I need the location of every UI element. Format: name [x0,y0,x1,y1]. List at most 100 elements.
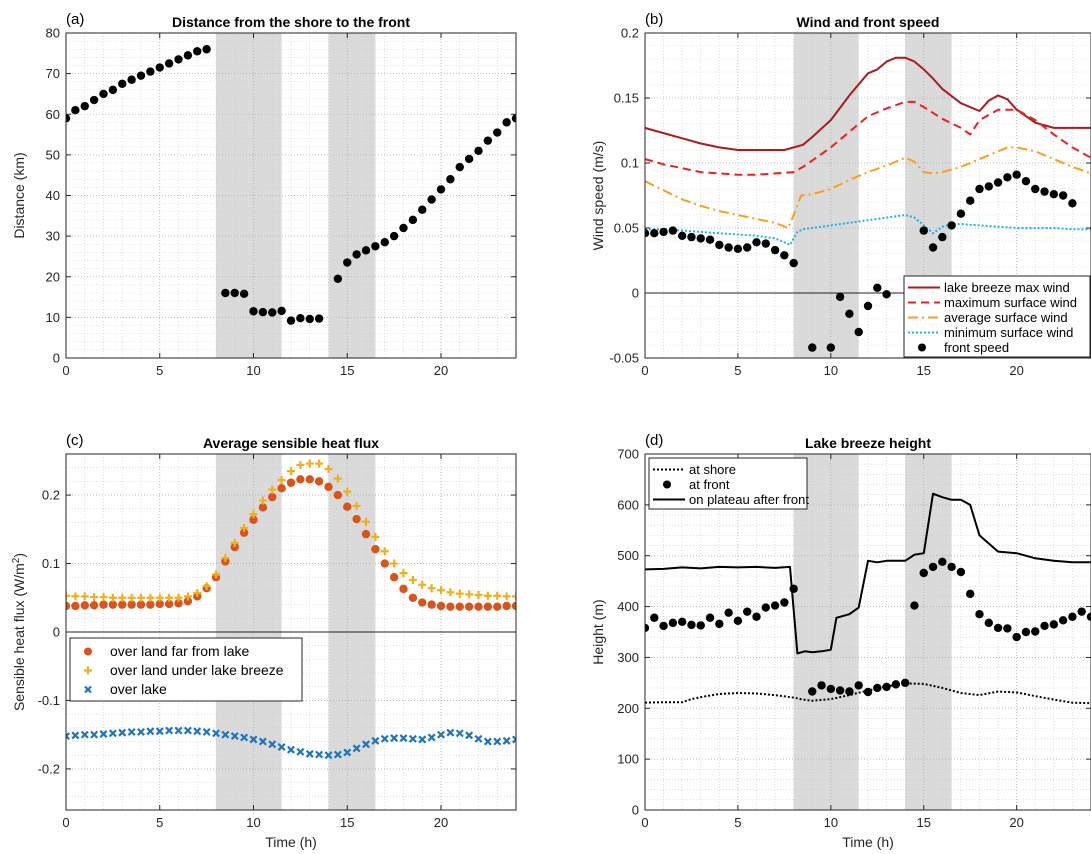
series-0-point [108,600,118,609]
series-2-point [512,735,516,744]
series-0-point [268,308,277,317]
y-tick-label: 0 [632,803,639,818]
series-4-point [645,229,650,238]
shaded-band [793,454,859,810]
series-4-point [705,235,715,244]
series-1-point [1021,627,1031,637]
series-1-point [705,613,715,622]
series-0-point [89,601,99,610]
y-tick-label: 0.2 [621,26,639,41]
series-0-point [333,490,343,500]
series-0-point [436,601,446,611]
series-2-point [66,732,70,741]
series-0-point [80,101,89,111]
series-0-point [286,478,296,487]
series-2-line [645,492,1091,655]
y-axis-label-part: Sensible heat flux (W/m [11,563,27,711]
series-0-point [324,482,333,492]
series-1-point [399,569,408,578]
series-2-point [483,737,492,746]
legend-label: over land far from lake [110,643,249,659]
series-0-point [474,146,483,156]
series-0-point [455,602,464,611]
series-1-point [1077,607,1086,616]
series-4-point [919,226,928,235]
series-1-point [1031,627,1040,636]
series-0-point [230,542,239,552]
y-tick-label: 0 [53,625,60,640]
series-1-point [873,683,882,693]
y-tick-label: 400 [617,599,639,614]
series-4-point [743,243,752,252]
x-tick-label: 5 [156,815,163,830]
series-4-point [780,251,789,260]
series-0-point [474,602,483,611]
y-tick-label: 10 [46,310,60,325]
series-0-point [511,601,516,611]
series-4-point [696,234,705,243]
series-1-point [770,601,780,610]
series-0-point [305,314,314,324]
y-tick-label: 0.15 [614,91,639,106]
series-2-point [165,726,174,735]
series-0-point [380,559,389,568]
series-0-point [89,95,99,105]
series-0-point [446,602,455,611]
series-0-point [146,600,155,609]
series-1-point [333,474,342,483]
series-0-point [258,503,268,512]
series-1-point [183,592,192,601]
y-tick-label: 70 [46,66,60,81]
series-0-point [286,316,296,325]
series-2-point [493,737,502,746]
series-0-point [164,59,174,68]
series-2-point [108,729,117,738]
series-0-point [436,185,446,194]
series-0-point [371,242,380,251]
series-2-point [258,737,267,746]
y-tick-label: 80 [46,26,60,41]
series-1-point [108,593,117,602]
series-4-point [845,309,854,318]
series-2-point [99,730,108,738]
series-1-point [650,613,659,622]
series-1-point [1003,624,1012,633]
series-4-point [1021,177,1031,186]
series-0-point [118,600,127,609]
series-1-point [1040,621,1049,631]
series-2-point [418,735,427,744]
series-1-point [165,593,174,602]
series-1-point [668,618,678,628]
series-2-point [249,735,258,744]
series-1-point [1068,612,1077,621]
x-tick-label: 20 [434,363,448,378]
series-1-point [483,591,492,600]
series-0-point [371,544,380,554]
series-0-point [71,105,80,115]
series-1-point [733,616,743,626]
y-tick-label: 500 [617,548,639,563]
axes-frame [644,453,1091,811]
series-0-point [455,162,464,172]
series-2-point [390,734,399,743]
series-1-point [418,580,427,589]
series-0-point [399,223,408,233]
series-0-point [408,593,418,602]
series-4-point [687,232,696,242]
series-1-point [66,591,70,600]
chart-title: Lake breeze height [805,435,931,451]
series-2-point [221,730,230,739]
series-1-point [687,620,696,630]
legend-label: on plateau after front [689,492,809,507]
y-tick-label: 30 [46,229,60,244]
series-3-line [645,214,1091,246]
series-1-point [919,568,928,578]
x-tick-label: 5 [156,363,163,378]
legend-label: average surface wind [944,310,1068,325]
series-1-point [696,621,705,630]
series-0-point [511,114,516,123]
legend-label: front speed [944,340,1009,355]
series-0-point [333,274,343,283]
series-1-point [493,591,502,600]
